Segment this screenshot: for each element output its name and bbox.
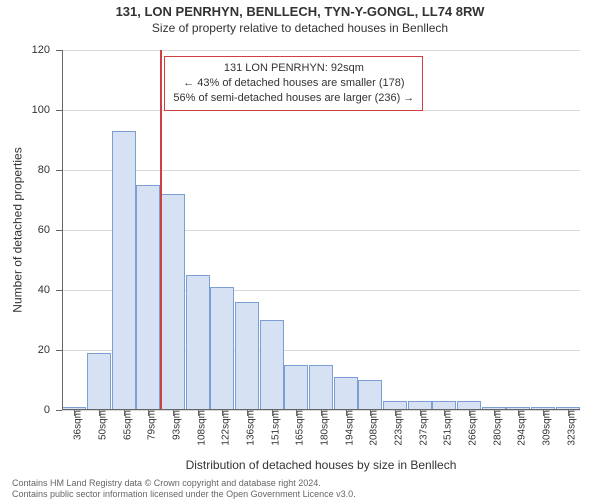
- histogram-bar: [309, 365, 333, 410]
- chart-title: 131, LON PENRHYN, BENLLECH, TYN-Y-GONGL,…: [0, 4, 600, 19]
- y-tick-label: 0: [44, 404, 62, 416]
- histogram-bar: [87, 353, 111, 410]
- info-line-larger: 56% of semi-detached houses are larger (…: [173, 91, 414, 106]
- x-tick: [346, 410, 347, 416]
- x-tick: [148, 410, 149, 416]
- histogram-bar: [334, 377, 358, 410]
- x-tick: [469, 410, 470, 416]
- property-info-callout: 131 LON PENRHYN: 92sqm ← 43% of detached…: [164, 56, 423, 111]
- y-tick-label: 40: [38, 284, 62, 296]
- y-tick-label: 100: [32, 104, 62, 116]
- chart-plot-area: 02040608010012036sqm50sqm65sqm79sqm93sqm…: [62, 50, 580, 410]
- histogram-bar: [136, 185, 160, 410]
- x-tick: [370, 410, 371, 416]
- x-tick: [296, 410, 297, 416]
- x-tick: [272, 410, 273, 416]
- x-tick: [198, 410, 199, 416]
- gridline: [62, 50, 580, 51]
- y-tick-label: 60: [38, 224, 62, 236]
- x-tick: [518, 410, 519, 416]
- x-axis-label: Distribution of detached houses by size …: [62, 458, 580, 472]
- property-marker-line: [160, 50, 162, 410]
- x-tick: [494, 410, 495, 416]
- y-tick-label: 80: [38, 164, 62, 176]
- x-tick: [420, 410, 421, 416]
- x-tick: [568, 410, 569, 416]
- histogram-bar: [284, 365, 308, 410]
- x-tick: [543, 410, 544, 416]
- x-tick: [173, 410, 174, 416]
- x-axis: [62, 409, 580, 410]
- histogram-bar: [210, 287, 234, 410]
- histogram-bar: [186, 275, 210, 410]
- histogram-bar: [112, 131, 136, 410]
- y-tick-label: 20: [38, 344, 62, 356]
- histogram-bar: [358, 380, 382, 410]
- histogram-bar: [260, 320, 284, 410]
- credits-line-2: Contains public sector information licen…: [12, 489, 588, 500]
- x-tick: [444, 410, 445, 416]
- x-tick: [222, 410, 223, 416]
- histogram-bar: [235, 302, 259, 410]
- chart-subtitle: Size of property relative to detached ho…: [0, 21, 600, 35]
- y-axis: [62, 50, 63, 410]
- y-tick-label: 120: [32, 44, 62, 56]
- info-line-size: 131 LON PENRHYN: 92sqm: [173, 61, 414, 76]
- x-tick: [247, 410, 248, 416]
- x-tick: [124, 410, 125, 416]
- info-line-smaller: ← 43% of detached houses are smaller (17…: [173, 76, 414, 91]
- x-tick: [321, 410, 322, 416]
- x-tick: [99, 410, 100, 416]
- credits-line-1: Contains HM Land Registry data © Crown c…: [12, 478, 588, 489]
- x-tick: [74, 410, 75, 416]
- credits: Contains HM Land Registry data © Crown c…: [12, 478, 588, 501]
- gridline: [62, 170, 580, 171]
- histogram-bar: [161, 194, 185, 410]
- y-axis-label: Number of detached properties: [10, 50, 26, 410]
- x-tick: [395, 410, 396, 416]
